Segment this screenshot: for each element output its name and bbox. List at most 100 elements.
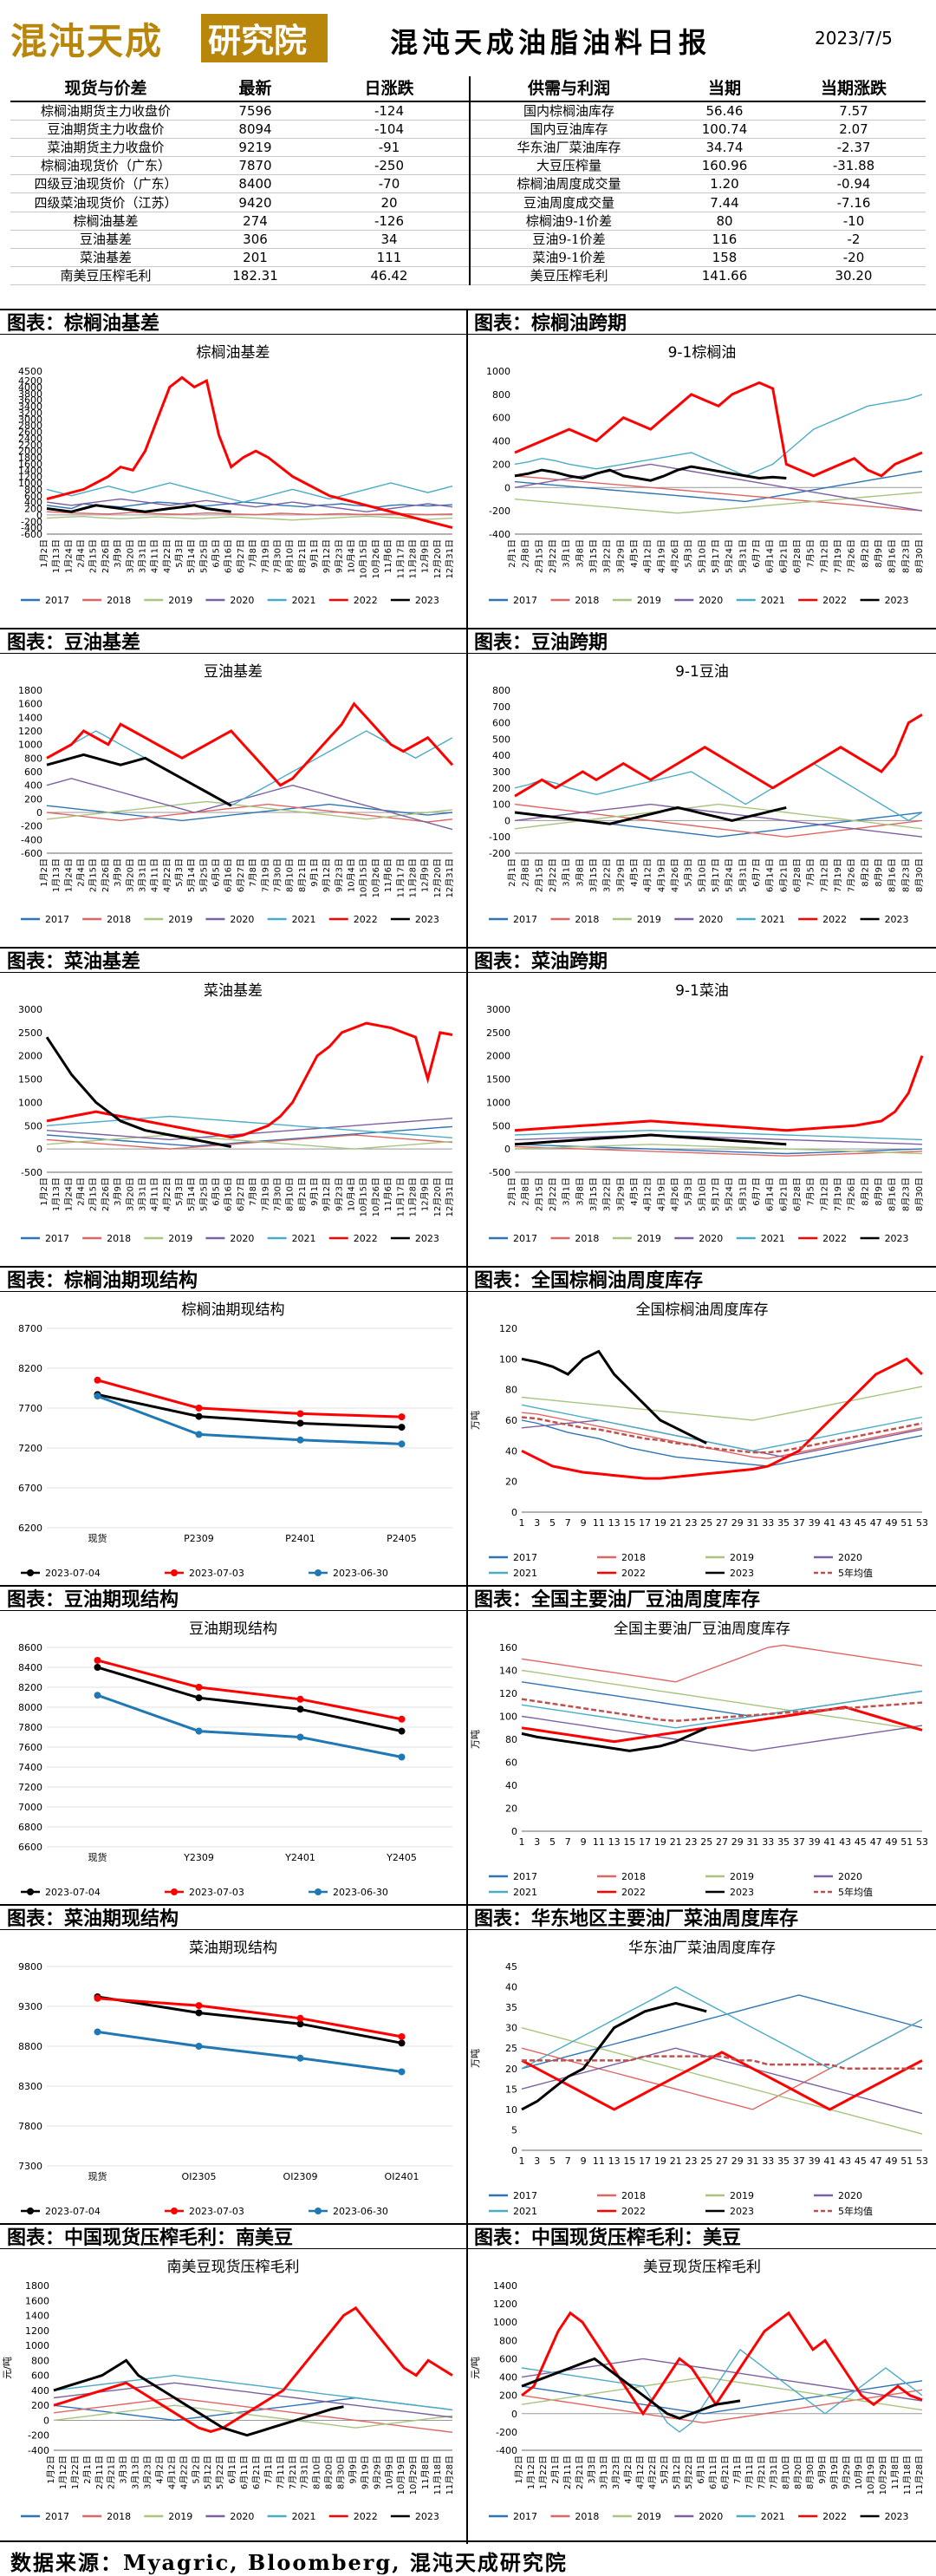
x-tick-label: 6月28日: [792, 1177, 803, 1211]
x-tick-label: 3月15日: [588, 858, 599, 892]
legend-marker: [315, 1569, 322, 1576]
data-point: [296, 2020, 304, 2028]
legend-label: 2019: [168, 595, 192, 606]
spot-label: 四级菜油现货价（江苏）: [10, 192, 201, 212]
y-tick-label: 3000: [18, 1004, 42, 1015]
y-tick-label: 700: [492, 701, 510, 713]
x-tick-label: 23: [685, 2155, 697, 2167]
section-title-left: 图表：菜油基差: [0, 947, 467, 973]
y-tick-label: 3600: [18, 395, 42, 406]
current-change: -7.16: [782, 192, 926, 212]
chart-title: 9-1菜油: [675, 982, 729, 1000]
data-source: 数据来源：Myagric, Bloomberg, 混沌天成研究院: [10, 2550, 568, 2575]
series-line-2021: [46, 1115, 453, 1138]
chart-panel-soy-spread: 9-1豆油 -200 -100 0 100 200 300 400 500 600 700 800 2月…: [468, 655, 936, 945]
x-tick-label: 19: [654, 2155, 666, 2167]
chart-soy-spread: 9-1豆油 -200 -100 0 100 200 300 400 500 600 700 800 2月…: [489, 663, 925, 925]
current-value: 116: [667, 230, 782, 249]
x-tick-label: 5月25日: [198, 1177, 209, 1211]
x-tick-label: 8月23日: [900, 858, 911, 892]
series-line-2018: [521, 2018, 923, 2110]
legend-marker: [27, 1888, 34, 1895]
spot-label: 菜油基差: [10, 248, 201, 267]
legend-label: 2018: [107, 595, 131, 606]
y-tick-label: 0: [43, 2415, 49, 2426]
table-row: 豆油期货主力收盘价 8094 -104 国内豆油库存 100.74 2.07: [10, 120, 926, 140]
y-tick-label: 8400: [18, 1662, 42, 1673]
series-line-2022: [514, 381, 923, 478]
series-line-2018: [514, 1145, 923, 1157]
col-header-daily-change: 日涨跌: [309, 76, 470, 102]
y-tick-label: -200: [21, 516, 42, 527]
legend-label: 2021: [292, 595, 316, 606]
y-tick-label: 8200: [18, 1682, 42, 1693]
x-tick-label: 7月21日: [757, 2455, 767, 2489]
legend-label: 5年均值: [838, 2205, 873, 2217]
x-tick-label: 5月3日: [684, 539, 694, 568]
legend-label: 2019: [637, 1233, 661, 1244]
series-line-2018: [521, 1412, 923, 1459]
x-tick-label: 4月5日: [629, 1177, 640, 1206]
x-tick-label: 2月26日: [101, 858, 111, 892]
legend-label: 2018: [621, 2190, 646, 2201]
x-tick-label: 3月3日: [587, 2455, 597, 2484]
x-tick-label: 7月19日: [833, 858, 843, 892]
x-tick-label: 7: [565, 1836, 571, 1848]
data-point: [195, 1684, 203, 1691]
x-tick-label: 6月28日: [792, 858, 803, 892]
legend-label: 2023-07-04: [45, 1568, 101, 1579]
x-tick-label: 4月22日: [647, 2455, 658, 2489]
x-tick-label: 5月10日: [697, 539, 707, 573]
data-point: [195, 1412, 203, 1420]
x-tick-label: 37: [793, 2155, 805, 2167]
legend-marker: [171, 1569, 178, 1576]
x-tick-label: 5月14日: [186, 1177, 197, 1211]
x-tick-label: 2月22日: [548, 1177, 558, 1211]
x-tick-label: 2月8日: [521, 539, 531, 568]
y-tick-label: 1800: [18, 453, 42, 464]
x-tick-label: Y2309: [183, 1852, 214, 1863]
x-tick-label: 3: [534, 1517, 540, 1529]
y-tick-label: 500: [492, 734, 510, 745]
x-tick-label: 9月19日: [829, 2455, 840, 2489]
legend-label: 2023-07-04: [45, 2206, 101, 2217]
series-line-2019: [521, 2376, 923, 2411]
y-tick-label: 1000: [18, 740, 42, 751]
x-tick-label: 1月22日: [538, 2455, 549, 2489]
x-tick-label: 2月21日: [107, 2455, 117, 2489]
supply-label: 菜油9-1价差: [469, 248, 667, 267]
x-tick-label: 8月23日: [900, 1177, 911, 1211]
legend-label: 2018: [107, 1233, 131, 1244]
x-tick-label: 5月3日: [684, 858, 694, 887]
legend-label: 2018: [621, 1871, 646, 1882]
x-tick-label: 9月1日: [309, 1177, 320, 1206]
y-tick-label: 20: [505, 2064, 517, 2075]
series-line-2022: [46, 701, 454, 787]
x-tick-label: 1月13日: [51, 1177, 62, 1211]
series-line-2019: [46, 1134, 453, 1150]
y-tick-label: 8600: [18, 1642, 42, 1653]
x-tick-label: 3月8日: [575, 858, 585, 887]
spot-label: 豆油基差: [10, 230, 201, 249]
x-tick-label: 4月22日: [179, 2455, 189, 2489]
y-tick-label: 2200: [18, 440, 42, 451]
series-line-2017: [514, 470, 923, 503]
legend-label: 2021: [292, 1233, 316, 1244]
series-line-2019: [521, 1669, 923, 1731]
series-line-2023-07-04: [97, 1666, 402, 1733]
x-tick-label: 49: [885, 1836, 897, 1848]
legend-marker: [315, 2208, 322, 2214]
x-tick-label: 6月27日: [236, 1177, 246, 1211]
x-tick-label: 3月29日: [615, 858, 626, 892]
x-tick-label: 47: [870, 1517, 882, 1529]
current-value: 56.46: [667, 101, 782, 121]
series-line-2021: [521, 2348, 923, 2433]
series-line-2019: [514, 492, 923, 514]
x-tick-label: 5: [549, 2155, 556, 2167]
x-tick-label: 41: [823, 2155, 835, 2167]
x-tick-label: 12月31日: [445, 1177, 455, 1216]
x-tick-label: 8月10日: [285, 539, 296, 573]
section-title-left: 图表：菜油期现结构: [0, 1904, 467, 1930]
data-point: [296, 1419, 304, 1427]
x-tick-label: 3月20日: [125, 858, 135, 892]
